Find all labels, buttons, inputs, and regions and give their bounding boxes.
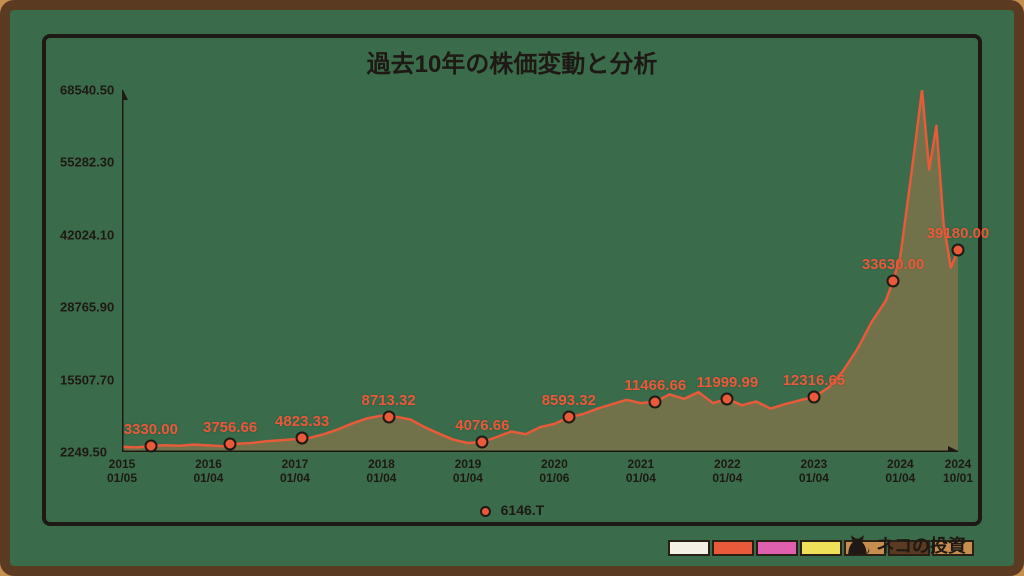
- data-marker: [382, 410, 395, 423]
- data-marker-label: 39180.00: [927, 225, 990, 242]
- chalkboard: 過去10年の株価変動と分析 株価 2249.5015507.7028765.90…: [42, 34, 982, 526]
- data-marker-label: 4076.66: [455, 417, 509, 434]
- cat-icon: [842, 530, 872, 558]
- data-marker-label: 11999.99: [697, 374, 759, 391]
- data-marker: [476, 436, 489, 449]
- y-tick-label: 2249.50: [60, 445, 107, 460]
- data-marker-label: 8713.32: [362, 392, 416, 409]
- outer-frame: 過去10年の株価変動と分析 株価 2249.5015507.7028765.90…: [0, 0, 1024, 576]
- y-tick-label: 55282.30: [60, 155, 114, 170]
- data-marker: [649, 395, 662, 408]
- x-tick-label: 201901/04: [453, 458, 483, 486]
- watermark-text: ネコの投資: [876, 532, 966, 558]
- data-marker: [952, 244, 965, 257]
- legend-marker-icon: [480, 506, 491, 517]
- chart-title: 過去10年の株価変動と分析: [46, 44, 978, 79]
- x-tick-label: 202401/04: [885, 458, 915, 486]
- y-tick-label: 15507.70: [60, 372, 114, 387]
- x-tick-label: 202410/01: [943, 458, 973, 486]
- chalk-piece: [800, 540, 842, 556]
- chalk-piece: [712, 540, 754, 556]
- data-marker-label: 11466.66: [624, 377, 686, 394]
- legend: 6146.T: [46, 502, 978, 518]
- data-marker: [562, 411, 575, 424]
- y-tick-label: 42024.10: [60, 227, 114, 242]
- data-marker-label: 3330.00: [124, 421, 178, 438]
- chalk-piece: [668, 540, 710, 556]
- legend-series-label: 6146.T: [501, 502, 545, 518]
- x-tick-label: 202001/06: [539, 458, 569, 486]
- data-marker-label: 4823.33: [275, 413, 329, 430]
- watermark: ネコの投資: [842, 530, 966, 558]
- chalk-piece: [756, 540, 798, 556]
- data-marker-label: 12316.65: [783, 372, 846, 389]
- y-tick-label: 68540.50: [60, 83, 114, 98]
- chart-area: 2249.5015507.7028765.9042024.1055282.306…: [122, 90, 958, 452]
- x-tick-label: 201501/05: [107, 458, 137, 486]
- chart-svg: [122, 90, 958, 452]
- data-marker-label: 33630.00: [862, 256, 925, 273]
- data-marker: [144, 440, 157, 453]
- x-tick-label: 201601/04: [193, 458, 223, 486]
- x-tick-label: 201801/04: [366, 458, 396, 486]
- data-marker: [721, 392, 734, 405]
- x-tick-label: 202301/04: [799, 458, 829, 486]
- x-tick-label: 201701/04: [280, 458, 310, 486]
- x-tick-label: 202101/04: [626, 458, 656, 486]
- x-tick-label: 202201/04: [712, 458, 742, 486]
- data-marker: [296, 431, 309, 444]
- data-marker-label: 3756.66: [203, 419, 257, 436]
- data-marker: [224, 437, 237, 450]
- data-marker: [807, 391, 820, 404]
- y-tick-label: 28765.90: [60, 300, 114, 315]
- data-marker: [887, 274, 900, 287]
- data-marker-label: 8593.32: [542, 392, 596, 409]
